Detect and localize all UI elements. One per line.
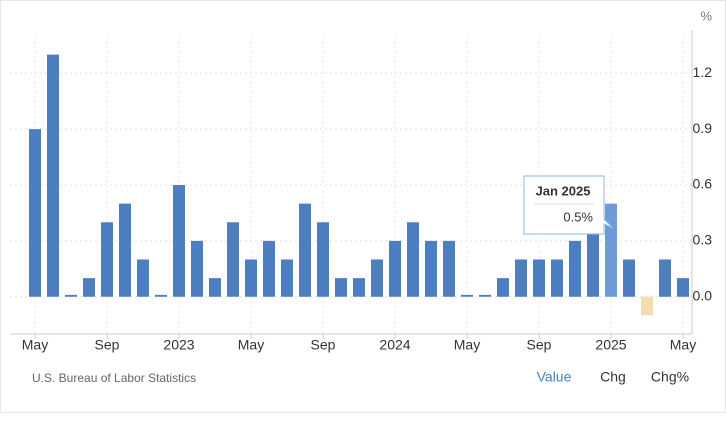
tooltip-box <box>523 175 614 235</box>
bar <box>101 222 113 297</box>
bar <box>551 259 563 297</box>
bar <box>407 222 419 297</box>
bar <box>587 222 599 297</box>
y-tick-label: 1.2 <box>693 64 713 80</box>
bar <box>65 294 77 297</box>
bar <box>317 222 329 297</box>
bar <box>353 278 365 297</box>
tooltip: Jan 2025 0.5% <box>523 175 614 235</box>
y-tick-label: 0.0 <box>693 287 713 303</box>
bar <box>245 259 257 297</box>
bar <box>677 278 689 297</box>
bar <box>83 278 95 297</box>
x-tick-label: 2024 <box>379 337 410 353</box>
tooltip-title: Jan 2025 <box>536 183 591 198</box>
y-tick-label: 0.3 <box>693 232 713 248</box>
bar <box>659 259 671 297</box>
bar <box>263 240 275 297</box>
bar <box>281 259 293 297</box>
x-tick-label: May <box>22 337 48 353</box>
x-tick-label: Sep <box>311 337 336 353</box>
button[interactable]: Chg <box>600 369 626 385</box>
bar <box>497 278 509 297</box>
bar <box>335 278 347 297</box>
bar <box>443 240 455 297</box>
bar <box>155 294 167 297</box>
bar <box>119 203 131 297</box>
bar <box>371 259 383 297</box>
bar <box>641 296 653 316</box>
y-unit: % <box>700 8 712 23</box>
bar <box>191 240 203 297</box>
y-tick-label: 0.6 <box>693 176 713 192</box>
button[interactable]: Chg% <box>651 369 689 385</box>
bar <box>515 259 527 297</box>
y-tick-label: 0.9 <box>693 120 713 136</box>
x-tick-label: May <box>454 337 480 353</box>
bar <box>623 259 635 297</box>
bar <box>29 129 41 297</box>
bar <box>173 185 185 297</box>
bar <box>569 240 581 297</box>
x-tick-label: Sep <box>95 337 120 353</box>
source: U.S. Bureau of Labor Statistics <box>32 371 196 385</box>
bar <box>425 240 437 297</box>
bar <box>533 259 545 297</box>
button[interactable]: Value <box>537 369 572 385</box>
bar <box>461 294 473 297</box>
x-tick-label: 2025 <box>595 337 626 353</box>
bar <box>47 54 59 297</box>
bar <box>389 240 401 297</box>
x-tick-label: Sep <box>527 337 552 353</box>
bar <box>299 203 311 297</box>
bar <box>227 222 239 297</box>
bar <box>137 259 149 297</box>
x-tick-label: 2023 <box>163 337 194 353</box>
bar <box>605 203 617 297</box>
bar <box>209 278 221 297</box>
x-tick-label: May <box>670 337 696 353</box>
x-tick-label: May <box>238 337 264 353</box>
tooltip-value: 0.5% <box>563 209 593 224</box>
bar <box>479 294 491 297</box>
